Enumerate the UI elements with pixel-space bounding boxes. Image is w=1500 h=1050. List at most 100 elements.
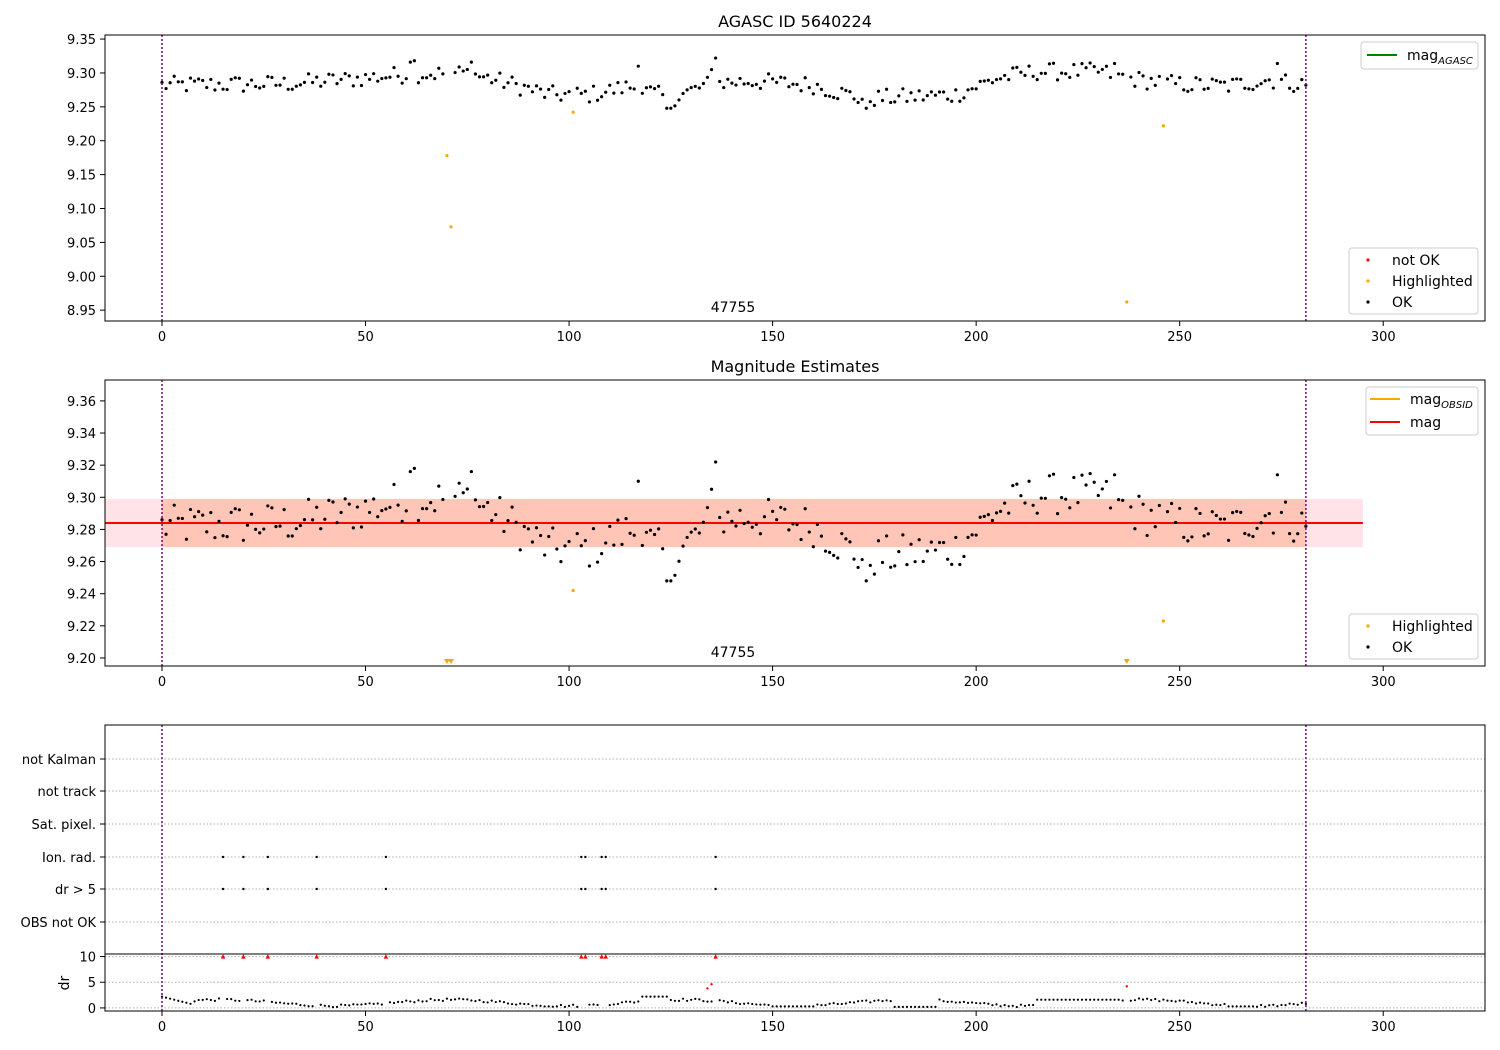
flag-point — [384, 855, 388, 859]
ok-point — [872, 103, 876, 107]
ok-point — [726, 510, 730, 514]
ok-point — [709, 487, 714, 491]
dr-point — [323, 1004, 326, 1007]
ok-point — [1202, 534, 1206, 538]
magnitude-ytick-label: 9.36 — [67, 395, 96, 410]
ok-point — [400, 519, 404, 523]
ok-point — [184, 89, 189, 93]
dr-point — [1178, 999, 1181, 1002]
ok-point — [522, 524, 526, 529]
agasc-ytick-label: 9.25 — [67, 101, 96, 116]
ok-point — [213, 536, 217, 540]
ok-point — [461, 491, 465, 495]
dr-point — [962, 1000, 966, 1004]
ok-point — [893, 100, 897, 104]
ok-point — [1043, 496, 1047, 500]
magnitude-xtick-label: 300 — [1371, 675, 1396, 690]
ok-point — [363, 499, 368, 503]
ok-point — [734, 524, 738, 528]
dr-point — [848, 1001, 852, 1004]
ok-point — [274, 524, 278, 529]
agasc-ytick-label: 8.95 — [67, 304, 96, 319]
dr-point — [722, 999, 725, 1003]
ok-point — [925, 94, 929, 98]
dr-point — [861, 999, 864, 1002]
ok-point — [738, 76, 742, 81]
ok-point — [416, 81, 421, 85]
ok-point — [343, 497, 347, 501]
dr-point — [523, 1002, 526, 1006]
dr-point — [510, 1002, 514, 1006]
dr-ytick-label: 5 — [88, 976, 96, 991]
ok-point — [616, 518, 620, 522]
dr-point — [1036, 998, 1039, 1001]
dr-point — [1207, 1002, 1210, 1005]
not-ok-legend-marker — [1366, 258, 1370, 262]
dr-clipped-marker — [265, 954, 271, 959]
dr-point — [702, 1000, 705, 1003]
ok-point — [966, 88, 970, 92]
ok-point — [1080, 61, 1084, 66]
ok-point — [298, 83, 302, 87]
dr-point — [376, 1002, 379, 1005]
dr-point — [217, 997, 221, 1000]
ok-point — [832, 95, 836, 100]
highlighted-legend-label-2: Highlighted — [1392, 619, 1473, 635]
dr-clipped-marker — [599, 954, 604, 959]
ok-point — [722, 530, 726, 534]
ok-point — [461, 69, 465, 73]
magnitude-estimates-title: Magnitude Estimates — [711, 357, 880, 376]
dr-clipped-marker — [579, 954, 584, 959]
flag-point — [580, 855, 583, 859]
dr-point — [1231, 1005, 1234, 1008]
ok-point — [510, 505, 514, 509]
ok-point — [1023, 501, 1027, 505]
ok-point — [787, 528, 791, 532]
flags-xtick-label: 200 — [964, 1020, 989, 1035]
ok-point — [1194, 507, 1198, 511]
ok-point — [986, 78, 990, 82]
ok-point — [771, 509, 775, 514]
ok-point — [754, 522, 758, 526]
ok-point — [1088, 61, 1092, 65]
dr-point — [563, 1005, 567, 1008]
dr-point — [979, 1002, 982, 1005]
ok-point — [538, 533, 543, 538]
dr-point — [718, 999, 721, 1002]
ok-point — [1165, 510, 1170, 514]
ok-point — [954, 88, 958, 92]
dr-point — [694, 997, 697, 1000]
dr-point — [335, 1005, 339, 1008]
flag-point — [315, 887, 318, 891]
ok-point — [270, 506, 274, 510]
ok-point — [587, 100, 592, 104]
ok-point — [807, 530, 811, 534]
ok-point — [1031, 503, 1035, 507]
ok-point — [205, 530, 209, 534]
ok-point — [221, 534, 225, 538]
agasc-xtick-label: 0 — [158, 330, 166, 345]
ok-point — [962, 554, 966, 559]
dr-point — [433, 999, 436, 1002]
ok-point — [1190, 535, 1194, 539]
ok-point — [372, 497, 376, 501]
ok-point — [420, 506, 425, 511]
ok-point — [714, 56, 718, 60]
ok-point — [534, 84, 539, 88]
ok-point — [648, 528, 653, 532]
ok-point — [217, 81, 221, 85]
ok-point — [168, 518, 172, 523]
dr-point — [1007, 1005, 1010, 1008]
dr-point — [1260, 1003, 1263, 1007]
ok-point — [775, 518, 779, 522]
ok-point — [412, 466, 416, 470]
dr-point — [185, 1001, 188, 1004]
dr-point — [938, 998, 941, 1001]
dr-point — [661, 995, 664, 998]
flag-point — [266, 855, 270, 859]
ok-point — [282, 508, 286, 512]
flag-point — [242, 887, 245, 891]
ok-point — [791, 82, 795, 86]
ok-point — [766, 72, 771, 76]
dr-point — [372, 1002, 375, 1005]
